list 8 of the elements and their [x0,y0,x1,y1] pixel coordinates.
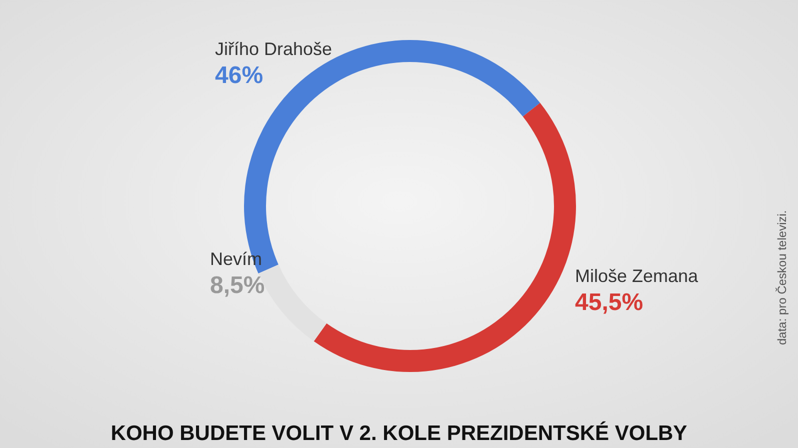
data-label: 46% [215,62,264,89]
text: KOHO BUDETE VOLIT V 2. KOLE PREZIDENTSKÉ VOLBY [110,421,688,445]
donut-slice [314,102,576,372]
slice-label: Miloše Zemana [575,266,700,286]
data-label: 45,5% [575,289,644,316]
data-label: 8,5% [210,272,265,299]
text: data: pro Českou televizi. [775,210,789,345]
slice-label: Jiřího Drahoše [215,39,332,59]
